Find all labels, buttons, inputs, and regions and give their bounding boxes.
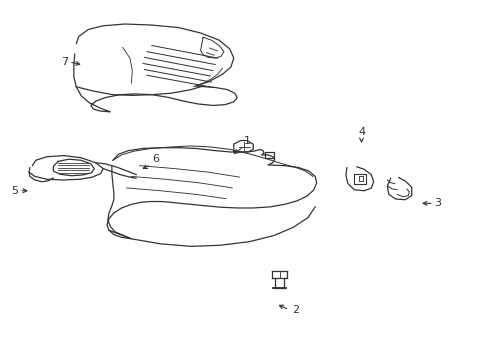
Text: 3: 3 <box>434 198 441 208</box>
Text: 7: 7 <box>61 57 68 67</box>
Text: 2: 2 <box>292 305 299 315</box>
Text: 5: 5 <box>11 186 18 196</box>
Text: 1: 1 <box>243 136 250 146</box>
Text: 4: 4 <box>357 127 365 137</box>
Text: 6: 6 <box>152 154 159 164</box>
